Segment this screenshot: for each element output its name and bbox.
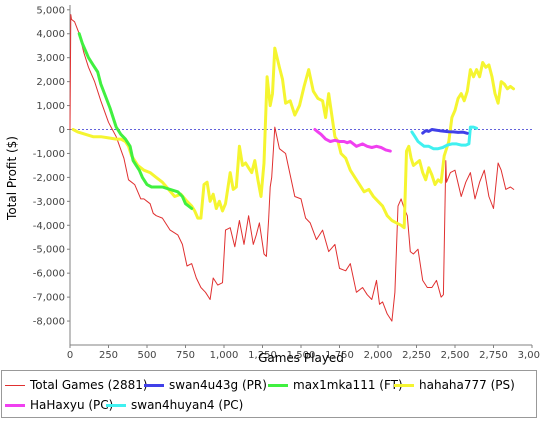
legend-swatch xyxy=(394,383,414,387)
axis-layer: 5,000 4,000 3,000 2,000 1,000 0 -1,000 -2,000 -3… xyxy=(33,5,540,361)
y-tick-label: -2,000 xyxy=(33,173,65,184)
legend-swatch xyxy=(5,384,25,386)
legend-swatch xyxy=(144,383,164,387)
legend-label: swan4huyan4 (PC) xyxy=(131,398,244,412)
series-line-1 xyxy=(421,128,469,135)
x-tick-label: 1,750 xyxy=(325,350,354,361)
y-tick-label: 2,000 xyxy=(36,77,65,88)
series-line-0 xyxy=(69,14,515,322)
y-axis-label: Total Profit ($) xyxy=(5,136,19,221)
legend-label: max1mka111 (FT) xyxy=(293,378,403,392)
legend-item: swan4huyan4 (PC) xyxy=(106,397,243,413)
series-layer xyxy=(69,14,515,322)
x-tick-label: 1,000 xyxy=(210,350,239,361)
x-tick-label: 3,000 xyxy=(518,350,540,361)
x-tick-label: 2,500 xyxy=(441,350,470,361)
series-line-4 xyxy=(313,128,392,153)
y-tick-label: -4,000 xyxy=(33,221,65,232)
y-tick-label: -1,000 xyxy=(33,149,65,160)
legend-swatch xyxy=(268,383,288,387)
y-tick-label: 4,000 xyxy=(36,29,65,40)
series-line-2 xyxy=(77,32,194,210)
y-tick-label: -3,000 xyxy=(33,197,65,208)
legend-label: hahaha777 (PS) xyxy=(419,378,515,392)
legend-item: hahaha777 (PS) xyxy=(394,377,515,393)
y-tick-label: 3,000 xyxy=(36,53,65,64)
y-tick-label: -5,000 xyxy=(33,245,65,256)
x-axis-label: Games Played xyxy=(258,351,344,365)
x-tick-label: 500 xyxy=(137,350,156,361)
x-tick-label: 2,750 xyxy=(479,350,508,361)
x-tick-label: 1,500 xyxy=(287,350,316,361)
y-tick-label: -8,000 xyxy=(33,317,65,328)
x-tick-label: 2,000 xyxy=(364,350,393,361)
legend-item: HaHaxyu (PC) xyxy=(5,397,113,413)
x-tick-label: 250 xyxy=(99,350,118,361)
legend-item: max1mka111 (FT) xyxy=(268,377,403,393)
x-tick-label: 1,250 xyxy=(248,350,277,361)
legend-item: Total Games (2881) xyxy=(5,377,148,393)
y-tick-label: 5,000 xyxy=(36,5,65,16)
series-line-3 xyxy=(71,46,515,230)
legend-label: Total Games (2881) xyxy=(30,378,148,392)
y-tick-label: -6,000 xyxy=(33,269,65,280)
legend-swatch xyxy=(106,403,126,407)
legend-swatch xyxy=(5,403,25,407)
y-tick-label: 0 xyxy=(59,125,65,136)
x-tick-label: 0 xyxy=(67,350,73,361)
x-tick-label: 750 xyxy=(176,350,195,361)
series-line-5 xyxy=(410,125,479,151)
legend-label: HaHaxyu (PC) xyxy=(30,398,114,412)
x-tick-label: 2,250 xyxy=(402,350,431,361)
y-tick-label: -7,000 xyxy=(33,293,65,304)
plot-area xyxy=(70,5,532,345)
legend-item: swan4u43g (PR) xyxy=(144,377,267,393)
legend-label: swan4u43g (PR) xyxy=(169,378,267,392)
legend: Total Games (2881) swan4u43g (PR) max1mka1… xyxy=(1,370,537,418)
y-tick-label: 1,000 xyxy=(36,101,65,112)
